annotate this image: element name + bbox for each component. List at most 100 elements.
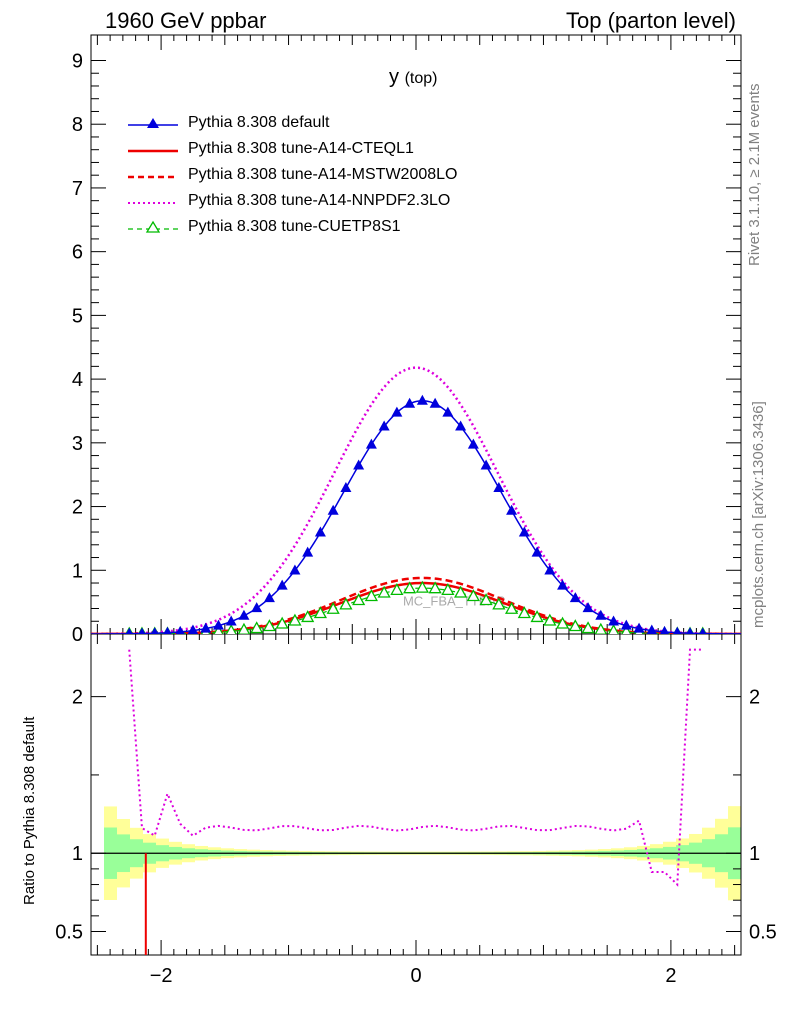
ratio-y-tick-label-right: 2 bbox=[749, 687, 760, 709]
data-point bbox=[493, 481, 505, 492]
ratio-y-tick-label: 2 bbox=[72, 687, 83, 709]
data-point bbox=[403, 581, 417, 594]
plot-title: y (top) bbox=[389, 66, 437, 89]
data-point bbox=[125, 627, 133, 634]
data-point bbox=[340, 481, 352, 492]
data-point bbox=[213, 624, 224, 634]
data-point bbox=[326, 601, 340, 614]
y-tick-label: 1 bbox=[72, 560, 83, 582]
data-point bbox=[455, 420, 467, 431]
data-point bbox=[175, 625, 185, 634]
data-point bbox=[530, 610, 544, 623]
data-point bbox=[327, 504, 339, 515]
x-tick-label: 0 bbox=[410, 965, 421, 987]
legend-swatch-mstw bbox=[128, 175, 178, 179]
y-tick-label: 0 bbox=[72, 624, 83, 646]
series-line bbox=[91, 400, 741, 634]
data-point bbox=[504, 601, 519, 614]
data-point bbox=[237, 622, 251, 634]
ratio-axis-label: Ratio to Pythia 8.308 default bbox=[21, 716, 38, 905]
data-point bbox=[673, 626, 682, 634]
data-point bbox=[569, 592, 581, 603]
header-left-label: 1960 GeV ppbar bbox=[105, 8, 267, 33]
data-point bbox=[517, 606, 531, 619]
main-series bbox=[91, 366, 741, 634]
series-line bbox=[91, 587, 741, 634]
data-point bbox=[262, 619, 277, 632]
data-point bbox=[225, 623, 237, 634]
data-point bbox=[568, 619, 582, 632]
data-point bbox=[250, 621, 264, 634]
data-point bbox=[633, 622, 645, 633]
y-tick-label: 8 bbox=[72, 114, 83, 136]
y-tick-label: 6 bbox=[72, 242, 83, 264]
data-point bbox=[238, 609, 250, 620]
legend-swatch-nnpdf bbox=[128, 202, 178, 204]
data-point bbox=[276, 579, 288, 590]
ratio-y-tick-label-right: 0.5 bbox=[749, 922, 777, 944]
data-point bbox=[620, 619, 632, 630]
data-point bbox=[518, 526, 530, 537]
data-point bbox=[391, 406, 403, 417]
data-point bbox=[251, 602, 263, 613]
legend-swatch-default bbox=[128, 118, 178, 128]
data-point bbox=[429, 397, 441, 408]
data-point bbox=[492, 597, 506, 610]
y-tick-label: 2 bbox=[72, 497, 83, 519]
side-mcplots-label: mcplots.cern.ch [arXiv:1306.3436] bbox=[750, 401, 767, 628]
data-point bbox=[506, 504, 518, 515]
data-point bbox=[454, 585, 468, 598]
data-point bbox=[608, 623, 620, 634]
data-point bbox=[301, 610, 315, 623]
data-point bbox=[352, 593, 366, 606]
x-tick-label: 2 bbox=[665, 965, 676, 987]
legend-label: Pythia 8.308 tune-A14-CTEQL1 bbox=[188, 140, 414, 157]
data-point bbox=[621, 624, 632, 634]
data-point bbox=[225, 615, 237, 626]
data-point bbox=[404, 397, 416, 408]
data-point bbox=[263, 592, 275, 603]
data-point bbox=[288, 613, 302, 626]
legend-swatch-cteql1 bbox=[128, 149, 178, 153]
data-point bbox=[163, 626, 172, 634]
data-point bbox=[187, 624, 199, 634]
data-point bbox=[390, 583, 404, 596]
ratio-y-tick-label: 0.5 bbox=[55, 922, 83, 944]
ratio-y-axis: 0.5 0.5 1 1 2 2 bbox=[55, 687, 777, 944]
legend-swatch-cuetp8s1 bbox=[128, 220, 178, 233]
data-point bbox=[543, 613, 557, 626]
data-point bbox=[415, 580, 429, 593]
y-tick-label: 9 bbox=[72, 50, 83, 72]
y-tick-label: 7 bbox=[72, 178, 83, 200]
data-point bbox=[608, 615, 620, 626]
data-point bbox=[699, 627, 707, 634]
data-point bbox=[466, 589, 480, 602]
data-point bbox=[531, 546, 543, 557]
data-point bbox=[594, 622, 607, 634]
data-point bbox=[313, 606, 328, 619]
data-point bbox=[416, 394, 428, 405]
data-point bbox=[557, 579, 569, 590]
series-line bbox=[91, 576, 741, 634]
data-point bbox=[479, 593, 493, 606]
data-point bbox=[200, 622, 212, 633]
data-point bbox=[581, 621, 595, 634]
ratio-series bbox=[91, 648, 741, 955]
data-point bbox=[275, 616, 289, 629]
data-point bbox=[595, 609, 607, 620]
data-point bbox=[555, 616, 570, 629]
data-point bbox=[289, 564, 301, 575]
data-point bbox=[353, 459, 365, 470]
data-point bbox=[364, 589, 378, 602]
data-point bbox=[365, 438, 377, 449]
data-point bbox=[378, 420, 390, 431]
header-right-label: Top (parton level) bbox=[566, 8, 736, 33]
legend-label: Pythia 8.308 tune-A14-MSTW2008LO bbox=[188, 166, 458, 183]
side-rivet-label: Rivet 3.1.10, ≥ 2.1M events bbox=[746, 83, 763, 267]
data-point bbox=[302, 546, 314, 557]
y-tick-label: 4 bbox=[72, 369, 83, 391]
data-point bbox=[428, 581, 442, 594]
data-point bbox=[151, 627, 159, 634]
legend-label: Pythia 8.308 tune-A14-NNPDF2.3LO bbox=[188, 192, 451, 209]
